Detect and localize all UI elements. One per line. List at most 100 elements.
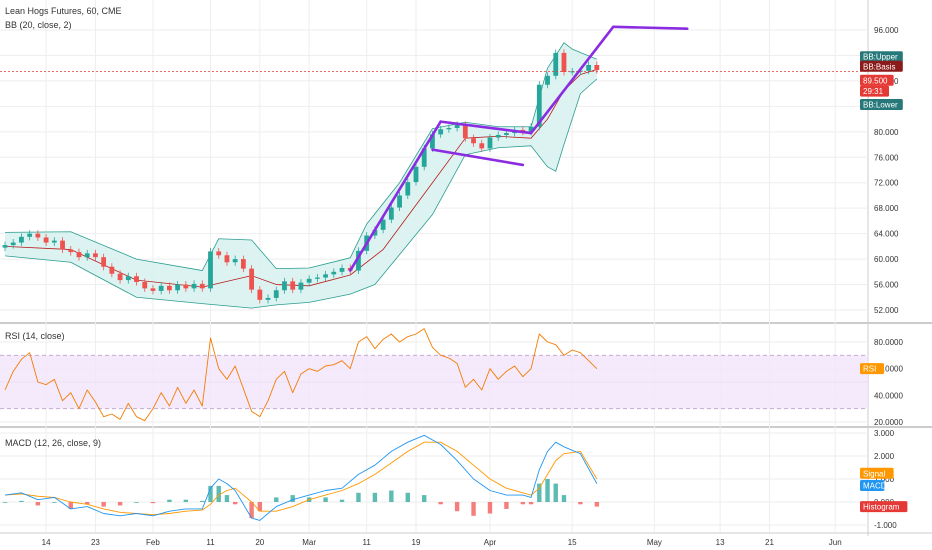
candle-body bbox=[125, 276, 131, 281]
candle-body bbox=[388, 207, 394, 220]
macd-tick-label: 1.000 bbox=[874, 475, 895, 484]
macd-histogram-bar bbox=[504, 502, 509, 509]
candle-body bbox=[249, 268, 254, 290]
candle-body bbox=[471, 138, 476, 144]
macd-histogram-bar bbox=[200, 500, 205, 502]
price-tag bbox=[860, 85, 889, 97]
candle-body bbox=[569, 71, 575, 73]
candle-body bbox=[273, 290, 279, 298]
macd-histogram-bar bbox=[216, 485, 221, 502]
time-tick-label: Jun bbox=[829, 538, 842, 547]
macd-tag-label: Histogram bbox=[863, 503, 900, 512]
price-tick-label: 96.000 bbox=[874, 26, 899, 35]
rsi-tick-label: 20.0000 bbox=[874, 418, 903, 427]
bb-basis-line bbox=[4, 69, 597, 288]
candle-body bbox=[191, 283, 197, 289]
macd-histogram-bar bbox=[208, 485, 213, 502]
macd-histogram-bar bbox=[389, 490, 394, 502]
candle-body bbox=[35, 233, 41, 238]
candle-body bbox=[175, 284, 181, 291]
macd-histogram-bar bbox=[249, 502, 254, 519]
macd-tick-label: 2.000 bbox=[874, 452, 895, 461]
macd-histogram-bar bbox=[487, 502, 493, 514]
macd-legend[interactable]: MACD (12, 26, close, 9) bbox=[5, 438, 102, 448]
macd-histogram-bar bbox=[232, 502, 238, 505]
rsi-legend[interactable]: RSI (14, close) bbox=[5, 331, 65, 341]
macd-histogram-bar bbox=[422, 495, 427, 502]
macd-histogram-bar bbox=[167, 499, 172, 502]
candle-body bbox=[314, 277, 320, 279]
price-tag-label: BB:Basis bbox=[863, 62, 895, 71]
macd-histogram-bar bbox=[372, 492, 378, 502]
price-tick-label: 56.000 bbox=[874, 281, 899, 290]
candle-body bbox=[117, 273, 123, 281]
macd-histogram-bar bbox=[356, 492, 361, 502]
candle-body bbox=[43, 237, 49, 243]
bb-legend[interactable]: BB (20, close, 2) bbox=[5, 20, 72, 30]
candle-body bbox=[51, 240, 57, 243]
price-tick-label: 80.000 bbox=[874, 128, 899, 137]
macd-histogram-bar bbox=[19, 500, 24, 502]
candle-body bbox=[380, 219, 386, 230]
time-tick-label: 19 bbox=[412, 538, 421, 547]
rsi-line bbox=[4, 328, 598, 422]
macd-signal-line bbox=[4, 441, 598, 516]
candle-body bbox=[323, 274, 328, 278]
time-tick-label: 13 bbox=[716, 538, 725, 547]
trend-line bbox=[431, 148, 525, 167]
macd-histogram-bar bbox=[471, 502, 476, 516]
price-tag-label: BB:Lower bbox=[863, 100, 898, 109]
candle-body bbox=[158, 285, 164, 291]
rsi-tick-label: 60.0000 bbox=[874, 365, 903, 374]
price-tag bbox=[860, 60, 903, 72]
trend-line bbox=[611, 25, 689, 31]
trend-line bbox=[348, 120, 442, 272]
time-tick-label: May bbox=[647, 538, 662, 547]
candle-body bbox=[594, 65, 600, 71]
candle-body bbox=[208, 251, 213, 289]
candle-body bbox=[413, 166, 419, 183]
candle-body bbox=[216, 251, 222, 256]
candle-body bbox=[356, 250, 361, 271]
macd-tag bbox=[860, 479, 885, 491]
price-tick-label: 68.000 bbox=[874, 204, 899, 213]
macd-histogram-bar bbox=[183, 499, 189, 502]
price-tag-label: 29:31 bbox=[863, 87, 884, 96]
candle-body bbox=[2, 245, 8, 248]
macd-histogram-bar bbox=[290, 495, 295, 502]
candle-body bbox=[232, 259, 238, 263]
candle-body bbox=[60, 240, 65, 250]
bb-lower-line bbox=[4, 78, 598, 309]
price-tick-label: 52.000 bbox=[874, 306, 899, 315]
candle-body bbox=[446, 128, 452, 130]
candle-body bbox=[504, 133, 509, 135]
price-tick-label: 76.000 bbox=[874, 153, 899, 162]
symbol-legend[interactable]: Lean Hogs Futures, 60, CME bbox=[5, 6, 122, 16]
candle-body bbox=[101, 257, 107, 267]
candle-body bbox=[76, 252, 82, 258]
price-tick-label: 60.000 bbox=[874, 255, 899, 264]
candle-body bbox=[536, 84, 542, 127]
macd-line bbox=[4, 434, 598, 521]
time-tick-label: 11 bbox=[363, 538, 372, 547]
candle-body bbox=[545, 75, 550, 85]
candle-body bbox=[224, 255, 230, 263]
macd-histogram-bar bbox=[101, 502, 106, 507]
candle-body bbox=[183, 284, 189, 289]
trend-line bbox=[439, 120, 533, 135]
trend-line bbox=[529, 25, 615, 135]
time-tick-label: 21 bbox=[765, 538, 774, 547]
candle-body bbox=[331, 271, 337, 275]
candle-body bbox=[479, 143, 485, 149]
candle-body bbox=[454, 124, 460, 128]
macd-tag bbox=[860, 501, 908, 513]
macd-histogram-bar bbox=[224, 495, 230, 502]
candle-body bbox=[19, 236, 24, 243]
macd-histogram-bar bbox=[274, 497, 279, 502]
time-tick-label: 15 bbox=[568, 538, 577, 547]
candle-body bbox=[372, 229, 378, 236]
candle-body bbox=[438, 129, 444, 135]
candle-body bbox=[430, 134, 435, 149]
macd-histogram-bar bbox=[594, 502, 600, 507]
